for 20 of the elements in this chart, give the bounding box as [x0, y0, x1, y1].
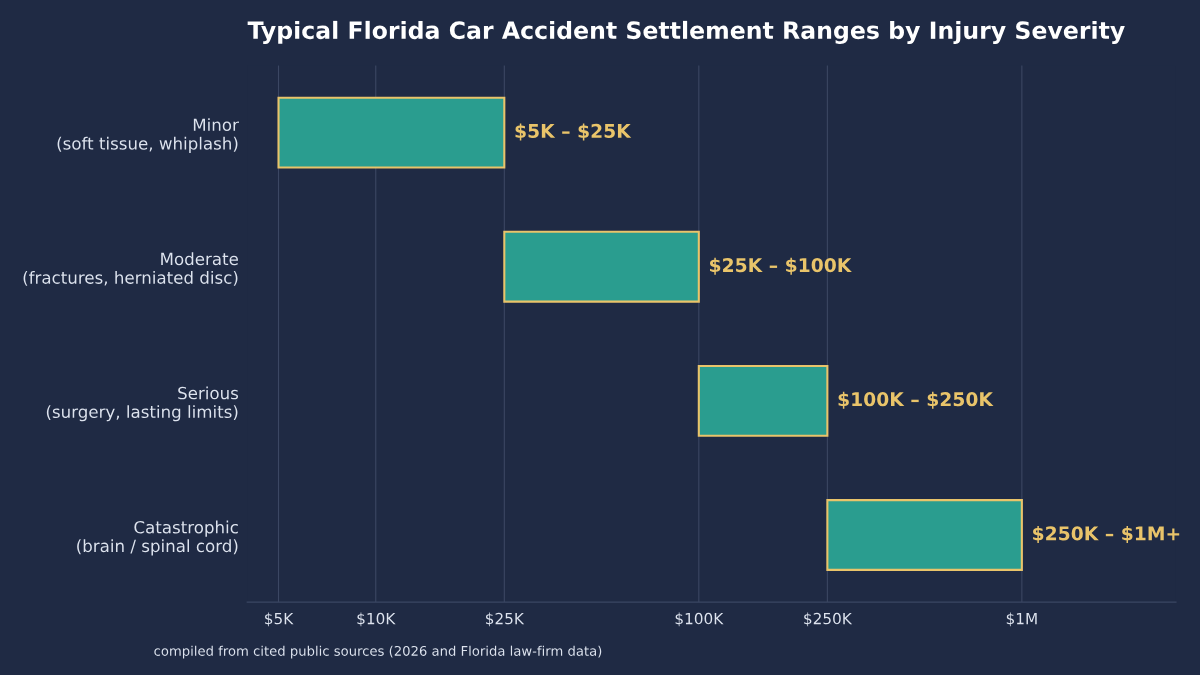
x-tick-label: $1M	[1006, 612, 1037, 627]
annotation: $5K – $25K	[515, 123, 632, 141]
annotation: $250K – $1M+	[1033, 525, 1180, 543]
x-tick-label: $25K	[485, 612, 525, 627]
bar	[826, 499, 1023, 571]
text: compiled from cited public sources (2026 and Florida law-firm data)	[154, 645, 602, 659]
chart-title: Typical Florida Car Accident Settlement Ranges by Injury Severity	[247, 20, 1125, 44]
bar	[503, 230, 700, 303]
y-tick-label: Moderate (fractures, herniated disc)	[23, 252, 238, 286]
x-tick-label: $250K	[804, 612, 853, 627]
x-tick-label: $5K	[265, 612, 294, 627]
bar	[277, 96, 506, 169]
y-tick-label: Serious (surgery, lasting limits)	[46, 386, 239, 422]
annotation: $100K – $250K	[838, 391, 994, 409]
x-tick-label: $100K	[675, 612, 724, 627]
bar	[697, 364, 829, 437]
x-tick-label: $10K	[357, 612, 396, 627]
y-tick-label: Minor (soft tissue, whiplash)	[57, 118, 239, 153]
y-tick-label: Catastrophic (brain / spinal cord)	[77, 520, 238, 556]
annotation: $25K – $100K	[710, 257, 852, 275]
